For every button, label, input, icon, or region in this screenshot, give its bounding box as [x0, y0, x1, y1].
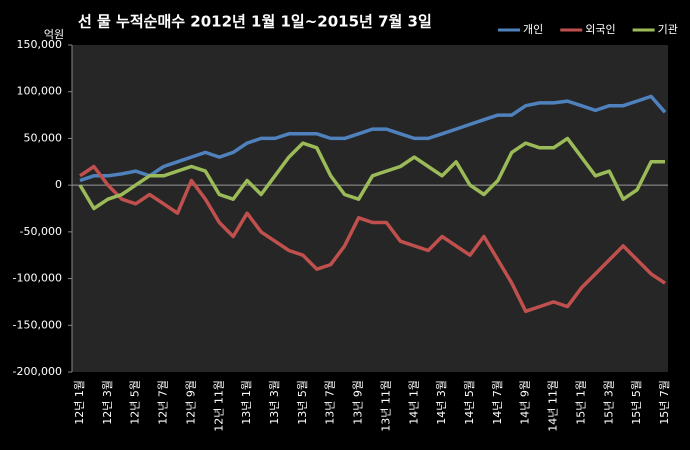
x-tick-label: 15년 1월	[574, 380, 587, 425]
x-tick-label: 12년 9월	[184, 380, 197, 425]
line-series	[78, 136, 665, 211]
y-tick-label: -100,000	[13, 272, 62, 285]
y-axis-label: 억원	[44, 28, 64, 41]
y-tick-label: 0	[55, 178, 62, 191]
legend-label: 개인	[523, 23, 543, 36]
x-tick-label: 14년 11월	[547, 380, 560, 432]
x-tick-label: 14년 3월	[435, 380, 448, 425]
x-tick-label: 14년 9월	[519, 380, 532, 425]
x-tick-label: 15년 7월	[658, 380, 671, 425]
x-tick-label: 13년 1월	[240, 380, 253, 425]
chart-title: 선 물 누적순매수 2012년 1월 1일~2015년 7월 3일	[78, 13, 432, 31]
y-tick-label: -50,000	[20, 225, 62, 238]
x-tick-label: 12년 3월	[101, 380, 114, 425]
x-tick-label: 15년 5월	[630, 380, 643, 425]
x-tick-label: 15년 3월	[602, 380, 615, 425]
x-tick-label: 13년 9월	[352, 380, 365, 425]
x-tick-label: 12년 1월	[73, 380, 86, 425]
x-tick-label: 13년 7월	[324, 380, 337, 425]
y-tick-label: -200,000	[13, 365, 62, 378]
legend-label: 외국인	[585, 23, 615, 36]
x-tick-label: 13년 3월	[268, 380, 281, 425]
legend-label: 기관	[658, 23, 678, 36]
x-tick-label: 14년 5월	[463, 380, 476, 425]
x-tick-label: 14년 1월	[407, 380, 420, 425]
y-tick-label: 50,000	[24, 131, 63, 144]
x-tick-label: 12년 11월	[212, 380, 225, 432]
x-tick-label: 12년 5월	[129, 380, 142, 425]
x-tick-label: 14년 7월	[491, 380, 504, 425]
x-tick-label: 13년 5월	[296, 380, 309, 425]
y-tick-label: 100,000	[17, 85, 63, 98]
x-tick-label: 12년 7월	[157, 380, 170, 425]
line-series	[79, 94, 667, 183]
y-tick-label: -150,000	[13, 318, 62, 331]
x-tick-label: 13년 11월	[379, 380, 392, 432]
y-tick-label: 150,000	[17, 38, 63, 51]
line-series	[79, 164, 666, 314]
plot-area	[72, 45, 668, 372]
